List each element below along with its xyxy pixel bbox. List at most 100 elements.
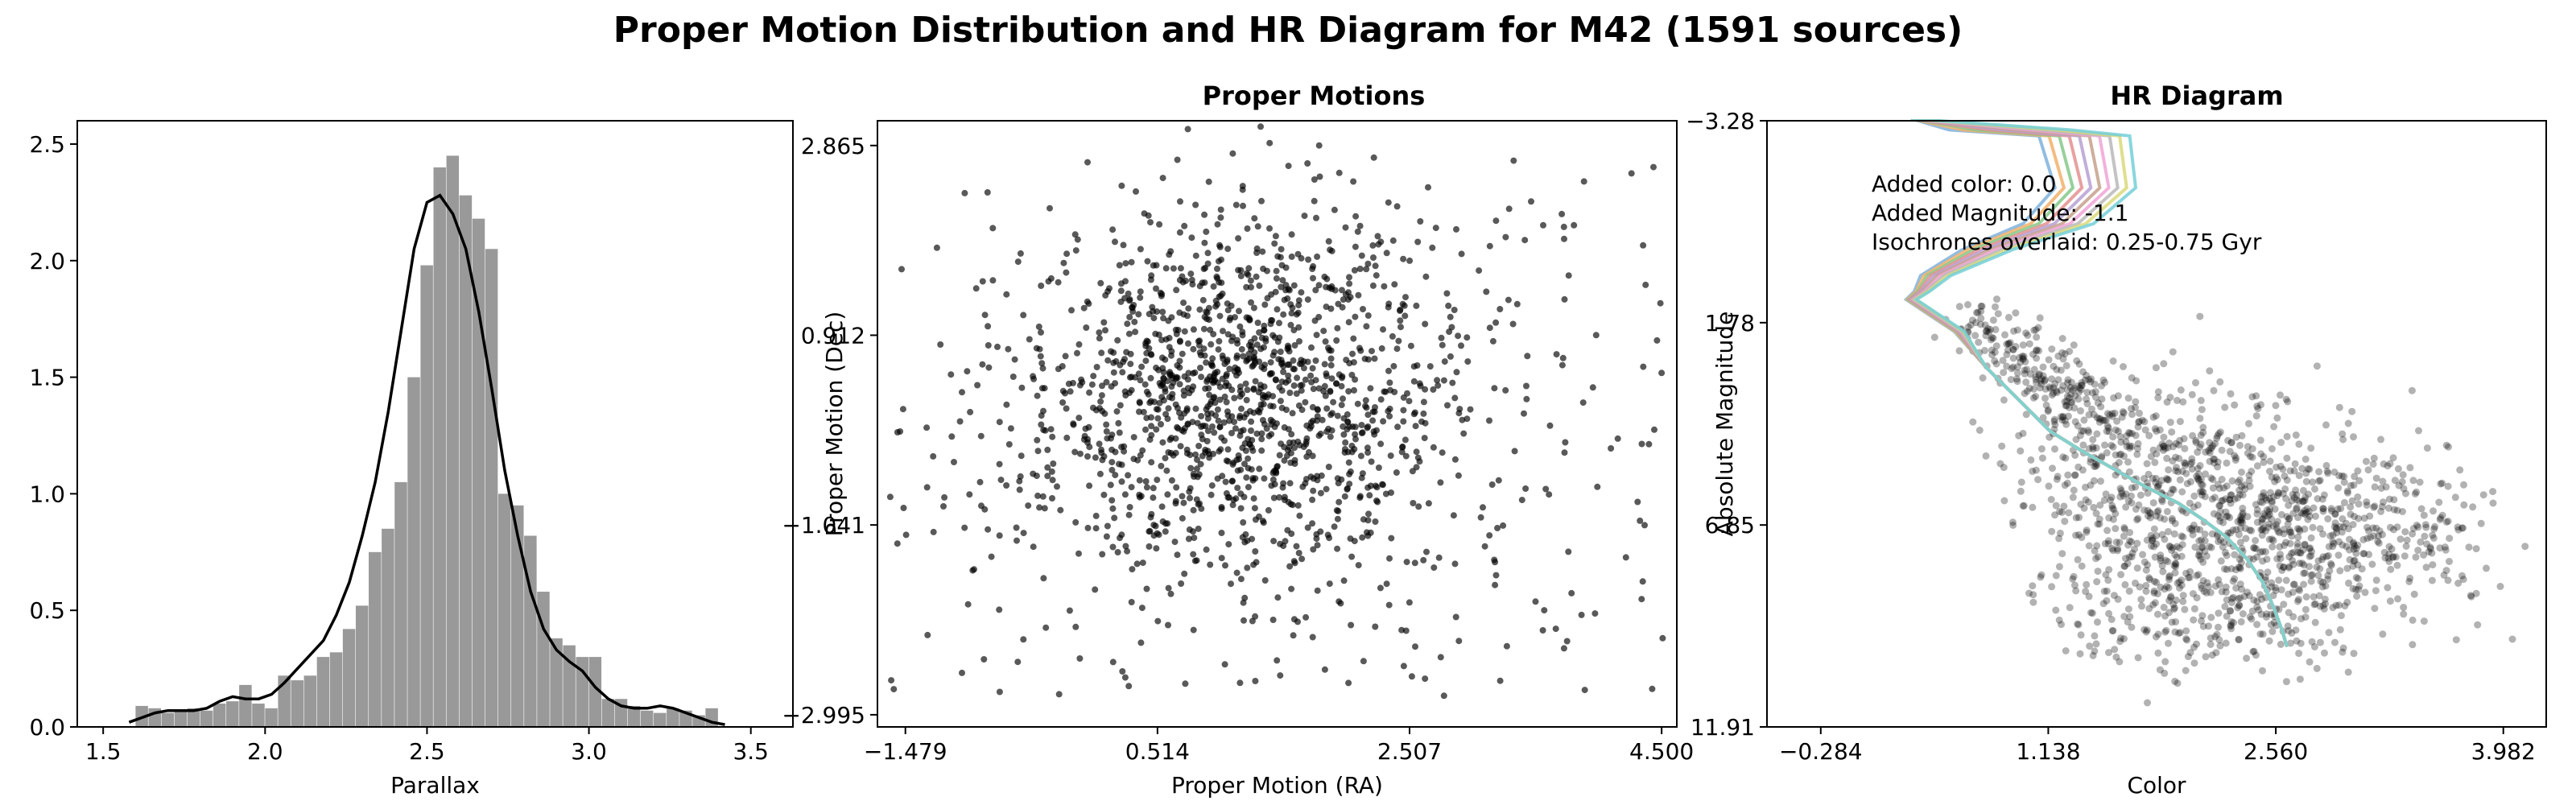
hr-point: [2409, 641, 2417, 649]
hr-point: [2289, 613, 2297, 621]
hr-point: [2370, 454, 2378, 462]
pm-point: [1400, 394, 1407, 401]
hr-point: [2136, 491, 2145, 499]
pm-point: [1215, 417, 1222, 424]
hr-point: [2309, 478, 2317, 486]
hr-point: [2406, 464, 2414, 472]
pm-point: [1286, 480, 1294, 487]
pm-point: [1379, 481, 1386, 488]
hr-point: [2008, 365, 2016, 373]
pm-point: [1278, 262, 1286, 269]
hr-point: [2152, 512, 2160, 520]
pm-point: [1229, 150, 1236, 157]
hr-point: [2268, 543, 2277, 551]
pm-point: [1592, 332, 1600, 339]
hr-point: [2319, 507, 2327, 515]
pm-point: [1179, 279, 1187, 286]
hr-point: [2282, 395, 2290, 403]
hr-point: [2216, 502, 2224, 510]
pm-point: [1035, 323, 1042, 330]
hr-point: [2132, 579, 2139, 587]
pm-point: [1192, 451, 1199, 458]
hr-point: [2070, 572, 2078, 580]
hr-point: [2301, 525, 2309, 533]
pm-point: [971, 566, 977, 573]
hr-point: [2300, 561, 2308, 569]
pm-point: [1111, 514, 1118, 522]
hr-point: [2175, 578, 2183, 586]
pm-point: [1339, 303, 1346, 311]
hr-point: [2234, 494, 2242, 502]
pm-point: [1185, 369, 1192, 377]
hr-point: [2285, 515, 2293, 523]
hr-point: [1991, 357, 1999, 365]
pm-point: [1046, 204, 1053, 212]
histogram-bar: [239, 684, 252, 727]
hr-point: [2349, 584, 2357, 592]
pm-point: [1249, 447, 1257, 454]
hr-point: [2104, 537, 2112, 545]
hr-point: [2226, 496, 2234, 504]
pm-point: [1096, 329, 1103, 336]
pm-point: [1226, 417, 1232, 424]
hr-point: [2053, 389, 2061, 397]
pm-point: [1059, 399, 1067, 406]
pm-point: [1186, 390, 1193, 397]
hr-point: [2094, 520, 2102, 528]
pm-point: [1212, 303, 1220, 310]
pm-point: [1397, 317, 1404, 324]
pm-point: [1509, 320, 1517, 328]
hr-point: [2176, 436, 2184, 444]
pm-point: [1581, 687, 1588, 694]
pm-point: [898, 266, 905, 273]
hr-point: [2249, 555, 2257, 563]
pm-point: [1162, 265, 1170, 272]
pm-point: [1198, 413, 1205, 419]
hr-point: [2371, 483, 2379, 491]
hr-point: [2273, 463, 2281, 471]
pm-point: [1231, 419, 1238, 426]
pm-point: [1369, 408, 1377, 415]
pm-point: [1203, 309, 1211, 316]
hr-point: [2160, 604, 2168, 611]
hr-point: [2078, 427, 2086, 435]
hr-point: [2033, 333, 2041, 341]
hr-point: [2429, 507, 2437, 515]
pm-point: [1345, 679, 1352, 687]
hr-point: [2227, 621, 2235, 630]
pm-point: [1628, 170, 1635, 177]
hr-point: [2039, 372, 2047, 380]
hr-point: [2435, 498, 2443, 506]
pm-point: [1492, 581, 1499, 588]
pm-point: [1132, 328, 1139, 336]
hr-point: [2272, 584, 2280, 592]
pm-point: [1116, 429, 1123, 436]
hr-point: [2208, 530, 2216, 538]
hr-point: [2250, 647, 2258, 655]
hr-point: [2279, 489, 2287, 497]
pm-point: [1290, 357, 1297, 364]
hr-point: [2258, 519, 2266, 526]
hr-point: [2161, 669, 2169, 677]
pm-point: [1141, 210, 1148, 217]
hr-point: [2202, 470, 2210, 478]
pm-point: [1195, 443, 1203, 449]
pm-point: [1063, 405, 1070, 412]
hr-point: [2329, 543, 2337, 551]
hr-point: [2143, 460, 2151, 468]
hr-point: [2078, 562, 2086, 570]
pm-point: [1311, 197, 1318, 204]
pm-point: [1261, 327, 1268, 334]
pm-point: [1117, 361, 1124, 369]
hr-point: [2128, 374, 2136, 382]
hr-point: [2227, 439, 2235, 447]
pm-point: [1125, 330, 1133, 337]
histogram-bar: [497, 493, 511, 727]
hr-point: [2050, 415, 2058, 423]
hr-point: [2039, 414, 2047, 422]
isochrone-line: [1910, 117, 2289, 647]
pm-point: [1055, 365, 1062, 373]
hr-point: [2161, 515, 2169, 523]
pm-point: [1184, 126, 1191, 133]
